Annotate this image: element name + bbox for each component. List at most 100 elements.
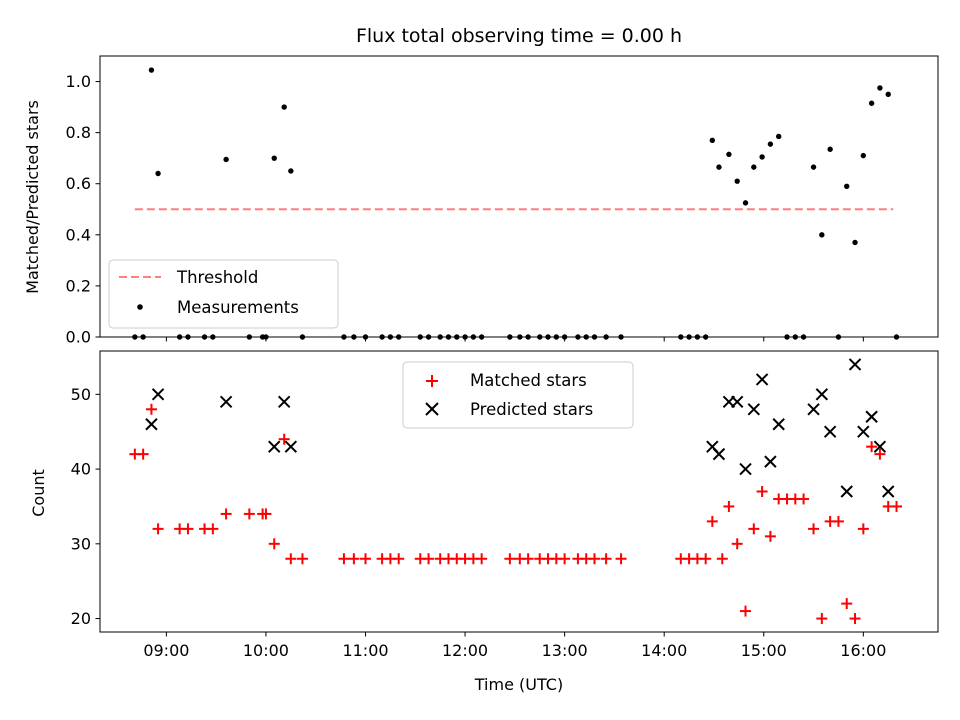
ratio-panel-frame: [99, 55, 939, 338]
ratio-y-tick-label: 0.6: [66, 174, 91, 193]
measurement-point: [767, 141, 774, 147]
predicted-star-point: [772, 418, 785, 431]
matched-star-point: [348, 553, 360, 565]
matched-star-point: [731, 538, 743, 550]
matched-star-point: [700, 553, 712, 565]
measurement-point: [759, 154, 765, 160]
matched-star-point: [615, 553, 627, 565]
predicted-star-point: [848, 358, 862, 371]
measurement-point: [844, 183, 850, 189]
x-axis-label: Time (UTC): [474, 675, 563, 694]
count-x-tick-label: 12:00: [442, 641, 488, 660]
measurement-point: [742, 200, 749, 206]
measurement-point: [885, 91, 891, 98]
ratio-y-tick-label: 0.8: [66, 123, 91, 142]
count-x-tick-label: 14:00: [641, 641, 687, 660]
matched-star-point: [832, 515, 844, 527]
count-x-tick-label: 10:00: [243, 641, 289, 660]
matched-star-point: [589, 553, 601, 565]
matched-star-point: [849, 613, 861, 625]
matched-star-point: [207, 523, 219, 535]
matched-star-point: [504, 553, 516, 565]
predicted-star-point: [823, 425, 837, 438]
matched-star-point: [559, 553, 571, 565]
predicted-star-point: [747, 403, 761, 416]
matched-star-point: [866, 441, 878, 453]
matched-star-point: [600, 553, 612, 565]
matched-star-point: [338, 553, 350, 565]
matched-star-point: [891, 500, 903, 512]
matched-star-point: [756, 486, 768, 497]
matched-star-point: [260, 508, 272, 520]
predicted-star-point: [739, 462, 752, 476]
count-legend-box: [402, 361, 634, 429]
measurement-point: [827, 146, 833, 152]
measurement-point: [148, 67, 155, 73]
matched-star-point: [152, 523, 164, 535]
predicted-star-point: [807, 403, 820, 416]
predicted-star-point: [815, 388, 829, 401]
measurement-point: [155, 170, 161, 177]
predicted-star-point: [873, 440, 887, 453]
measurement-point: [810, 164, 817, 170]
matched-star-point: [808, 523, 820, 535]
predicted-star-point: [731, 395, 744, 409]
ratio-y-tick-label: 0.4: [66, 225, 91, 244]
predicted-star-point: [865, 410, 878, 423]
matched-star-point: [706, 515, 718, 527]
measurement-point: [852, 239, 858, 246]
matched-star-point: [268, 538, 280, 550]
count-y-ticks: 20 30 40 50: [71, 385, 100, 628]
measurement-point: [726, 151, 732, 158]
matched-star-point: [296, 553, 308, 565]
predicted-star-point: [857, 425, 870, 438]
predicted-star-point: [840, 485, 853, 498]
matched-star-point: [723, 500, 735, 512]
matched-star-point: [137, 448, 149, 460]
measurement-point: [775, 133, 782, 140]
predicted-star-point: [284, 440, 298, 453]
matched-star-point: [874, 448, 886, 460]
ratio-y-tick-label: 0.2: [66, 276, 91, 295]
ratio-y-tick-label: 1.0: [66, 72, 91, 91]
chart-title: Flux total observing time = 0.00 h: [356, 25, 682, 47]
measurement-point: [860, 152, 867, 159]
matched-star-point: [285, 553, 297, 565]
ratio-legend-box: [108, 259, 339, 329]
count-x-ticks: 09:00 10:00 11:00 12:00 13:00 14:00 15:00 16:00: [143, 632, 886, 660]
matched-star-point: [278, 433, 290, 445]
predicted-star-point: [882, 485, 895, 498]
matched-star-point: [798, 493, 810, 505]
matched-star-point: [145, 403, 157, 415]
legend-measurements-swatch: [137, 304, 143, 310]
predicted-star-point: [151, 388, 165, 401]
count-y-tick-label: 30: [71, 534, 91, 553]
matched-star-point: [841, 598, 853, 610]
measurement-point: [819, 232, 825, 238]
matched-star-point: [716, 553, 728, 565]
count-x-tick-label: 11:00: [342, 641, 388, 660]
ratio-y-ticks: 0.0 0.2 0.4 0.6 0.8 1.0: [66, 72, 100, 347]
legend-matched-swatch: [426, 375, 438, 387]
ratio-panel: 0.0 0.2 0.4 0.6 0.8 1.0 Matched/Predicted sta…: [23, 55, 939, 347]
legend-predicted-label: Predicted stars: [470, 400, 593, 419]
predicted-star-point: [712, 447, 726, 461]
predicted-star-point: [277, 395, 291, 409]
matched-star-point: [393, 553, 405, 565]
count-panel: 20 30 40 50 09:00 10:00 11:00 12:00 13:00 14:00 1…: [29, 350, 939, 694]
matched-star-point: [182, 523, 194, 535]
measurement-point: [877, 85, 883, 91]
predicted-star-point: [268, 440, 281, 453]
matched-star-point: [243, 508, 255, 520]
predicted-star-point: [219, 395, 233, 409]
ratio-legend: Threshold Measurements: [108, 259, 339, 329]
count-panel-frame: [99, 350, 939, 633]
measurement-point: [288, 168, 294, 174]
legend-threshold-label: Threshold: [176, 268, 258, 287]
measurement-point: [281, 104, 287, 110]
measurement-point: [271, 155, 277, 161]
count-y-axis-label: Count: [29, 469, 48, 517]
count-y-tick-label: 40: [71, 460, 91, 479]
measurement-point: [751, 164, 757, 170]
